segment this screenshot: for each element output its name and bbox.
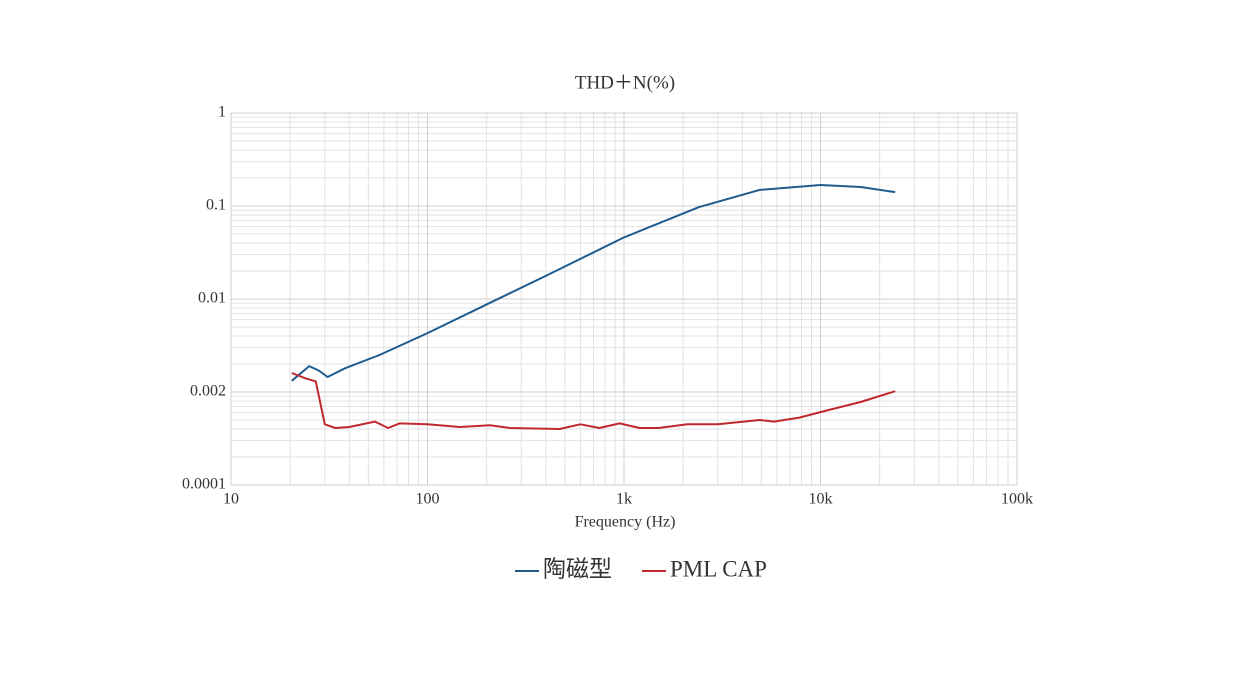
series-line [291, 372, 896, 430]
x-tick-label: 1k [616, 491, 632, 508]
y-tick-label: 0.002 [190, 383, 226, 400]
y-tick-label: 1 [218, 104, 226, 121]
x-tick-label: 10 [223, 491, 239, 508]
y-tick-label: 0.0001 [182, 476, 226, 493]
y-tick-label: 0.1 [206, 197, 226, 214]
x-axis-label: Frequency (Hz) [575, 514, 676, 531]
series-line [291, 184, 896, 382]
legend-label: 陶磁型 [543, 556, 612, 581]
x-tick-label: 10k [809, 491, 833, 508]
chart-title: THD＋N(%) [575, 72, 675, 93]
x-tick-label: 100k [1001, 491, 1033, 508]
y-tick-label: 0.01 [198, 290, 226, 307]
legend-label: PML CAP [670, 556, 767, 581]
x-tick-label: 100 [416, 491, 440, 508]
